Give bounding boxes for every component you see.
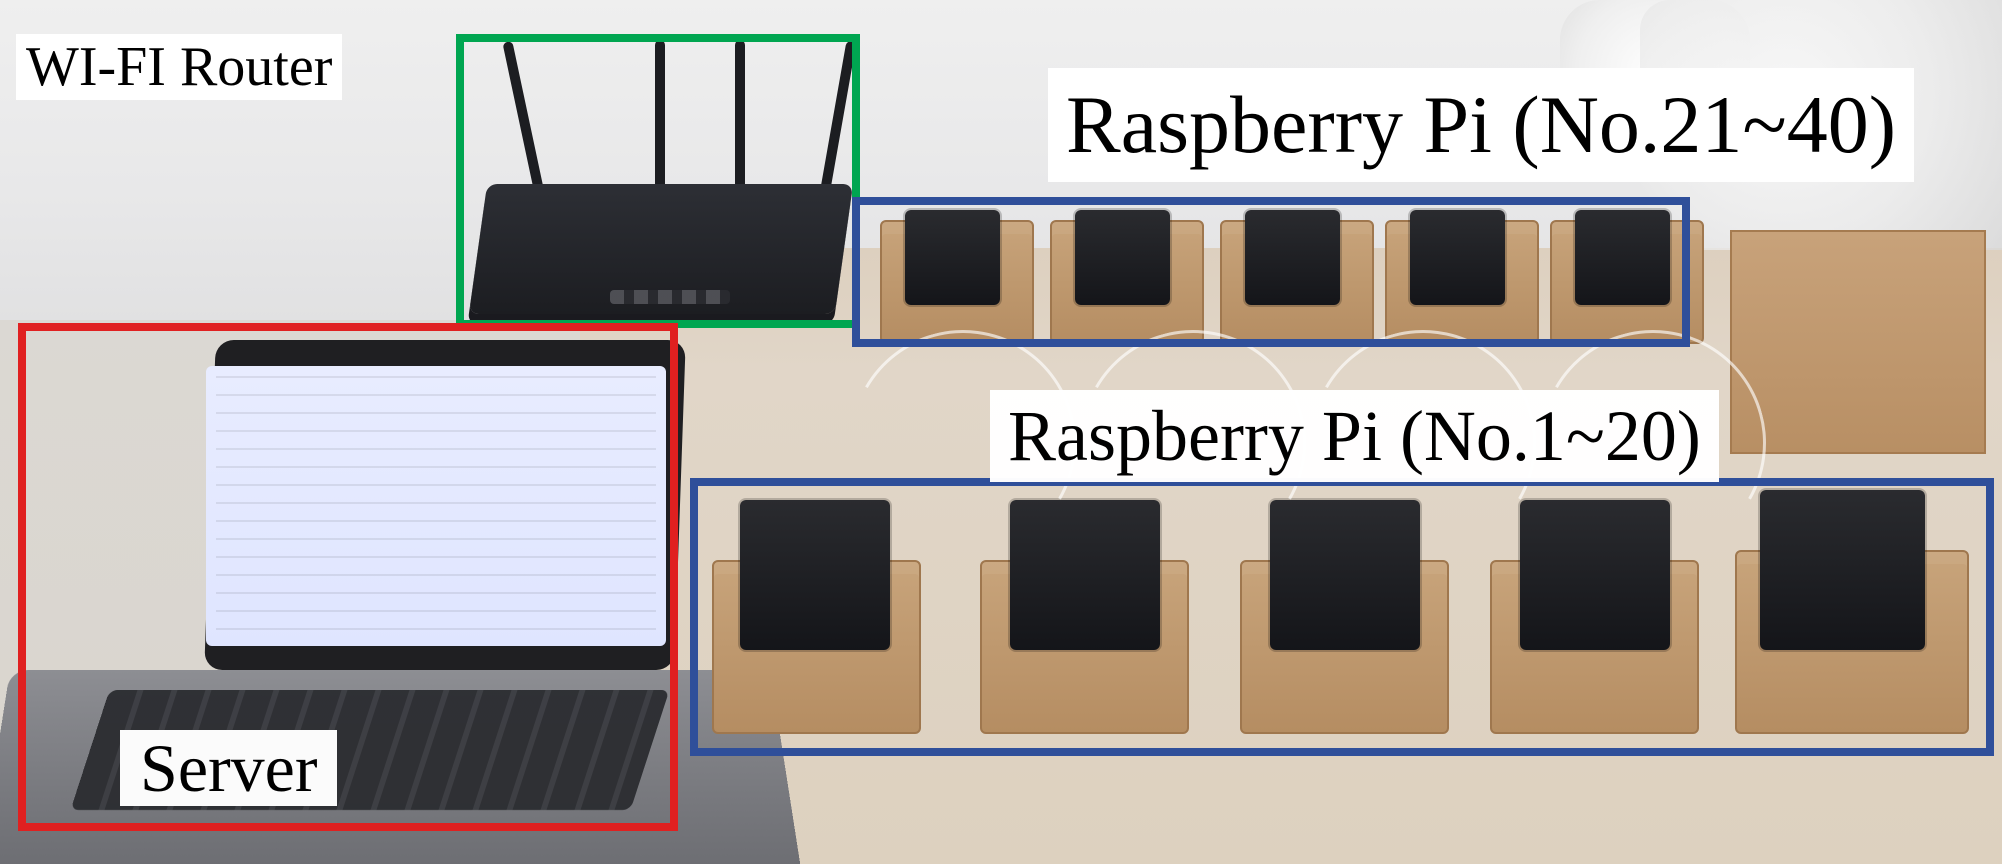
pi-stack-bottom — [740, 500, 890, 650]
pi-top-label: Raspberry Pi (No.21~40) — [1048, 68, 1914, 182]
laptop-screen — [206, 366, 666, 646]
router-ports — [610, 290, 730, 304]
server-label: Server — [120, 730, 337, 806]
pi-bottom-label: Raspberry Pi (No.1~20) — [990, 390, 1719, 482]
router-label: WI-FI Router — [16, 34, 342, 100]
terminal-output — [216, 376, 656, 636]
pi-stack-top — [1245, 210, 1340, 305]
pi-stack-top — [1075, 210, 1170, 305]
cardboard-crate — [1730, 230, 1986, 454]
pi-stack-top — [1575, 210, 1670, 305]
pi-stack-top — [905, 210, 1000, 305]
pi-stack-top — [1410, 210, 1505, 305]
pi-stack-bottom — [1760, 490, 1925, 650]
